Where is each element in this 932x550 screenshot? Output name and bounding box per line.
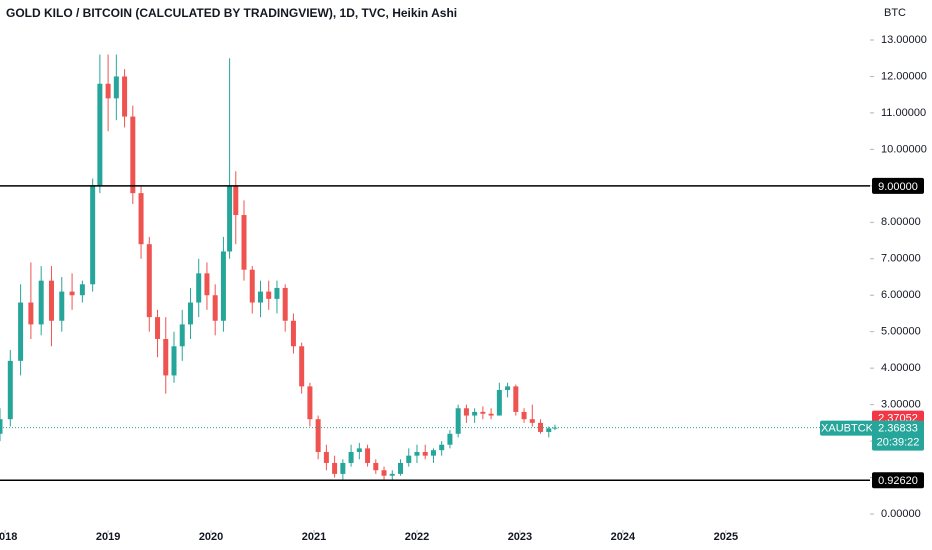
candle-body (105, 83, 111, 99)
y-tick-label: 7.00000 (881, 253, 921, 265)
candle-body (171, 346, 177, 376)
candle-body (48, 280, 54, 321)
x-tick-label: 2024 (611, 531, 636, 543)
y-tick-label: 13.00000 (881, 34, 927, 46)
candle-body (233, 185, 239, 216)
x-tick-label: 2021 (302, 531, 326, 543)
candle-body (220, 251, 226, 321)
candle-body (155, 317, 161, 339)
candle-body (381, 470, 387, 476)
candle-body (439, 444, 445, 451)
candle-body (204, 273, 210, 296)
y-tick-label: 0.00000 (881, 508, 921, 520)
candle-body (356, 448, 362, 453)
candle-body (0, 419, 3, 434)
y-tick-label: 3.00000 (881, 399, 921, 411)
candle-body (38, 280, 44, 325)
candle-body (299, 346, 305, 387)
candle-body (307, 386, 313, 420)
candle-body (90, 185, 96, 285)
price-line-label: 9.00000 (878, 181, 918, 193)
candle-body (430, 450, 436, 456)
candle-body (146, 244, 152, 318)
candle-body (7, 360, 13, 420)
candle-body (529, 419, 535, 423)
candle-body (227, 185, 233, 252)
symbol-label-box (820, 420, 874, 436)
candle-body (323, 452, 329, 463)
candle-body (422, 452, 428, 456)
y-tick-label: 6.00000 (881, 289, 921, 301)
candle-body (59, 291, 65, 321)
candle-body (69, 291, 75, 296)
candle-body (130, 116, 136, 194)
candle-body (187, 302, 193, 325)
candle-body (365, 448, 371, 463)
candle-body (505, 386, 511, 391)
y-tick-label: 12.00000 (881, 70, 927, 82)
candle-body (122, 76, 128, 117)
y-tick-label: 10.00000 (881, 143, 927, 155)
x-tick-label: 2019 (96, 531, 120, 543)
x-tick-label: 2020 (199, 531, 223, 543)
candle-body (488, 413, 494, 416)
candle-body (138, 193, 144, 245)
candle-body (521, 411, 527, 420)
candle-body (447, 433, 453, 445)
symbol-label: XAUBTCK (821, 423, 874, 435)
y-tick-label: 8.00000 (881, 216, 921, 228)
candle-body (290, 320, 296, 347)
candle-body (249, 269, 255, 303)
chart-title: GOLD KILO / BITCOIN (CALCULATED BY TRADI… (6, 6, 457, 20)
candle-body (212, 295, 218, 321)
x-tick-label: 2023 (508, 531, 532, 543)
x-tick-label: 2018 (0, 531, 17, 543)
candle-body (315, 419, 321, 453)
candle-body (513, 386, 519, 412)
y-tick-label: 11.00000 (881, 107, 926, 119)
y-tick-label: 4.00000 (881, 362, 921, 374)
candle-body (463, 408, 469, 416)
last-price-label: 2.36833 (878, 423, 918, 435)
candle-body (472, 411, 478, 416)
price-line-label: 0.92620 (878, 475, 918, 487)
candle-body (79, 284, 85, 296)
candle-body (332, 462, 338, 474)
candle-body (552, 427, 558, 429)
candle-body (274, 287, 280, 299)
candle-body (266, 291, 272, 299)
candle-body (480, 411, 486, 414)
candle-body (398, 462, 404, 474)
price-line-label-box (872, 177, 924, 194)
candle-body (241, 215, 247, 270)
candle-body (348, 452, 354, 463)
candle-body (406, 455, 412, 463)
countdown-label: 20:39:22 (877, 437, 920, 449)
candle-body (389, 473, 395, 476)
x-tick-label: 2022 (405, 531, 429, 543)
x-tick-label: 2025 (714, 531, 738, 543)
candle-body (282, 287, 288, 321)
candle-body (179, 324, 185, 347)
currency-label: BTC (884, 7, 906, 19)
candle-body (455, 408, 461, 434)
candle-body (496, 390, 502, 416)
candle-body (340, 462, 346, 474)
candle-body (414, 452, 420, 456)
candle-body (546, 428, 552, 432)
candle-body (28, 302, 34, 325)
candle-body (373, 462, 379, 471)
candle-body (113, 76, 119, 99)
candle-body (196, 273, 202, 303)
price-line-label-box (872, 472, 924, 489)
candle-body (97, 83, 103, 186)
last-price-box (872, 420, 924, 451)
y-tick-label: 5.00000 (881, 326, 921, 338)
candle-body (18, 302, 24, 361)
candle-body (257, 291, 263, 303)
candle-body (163, 338, 169, 376)
